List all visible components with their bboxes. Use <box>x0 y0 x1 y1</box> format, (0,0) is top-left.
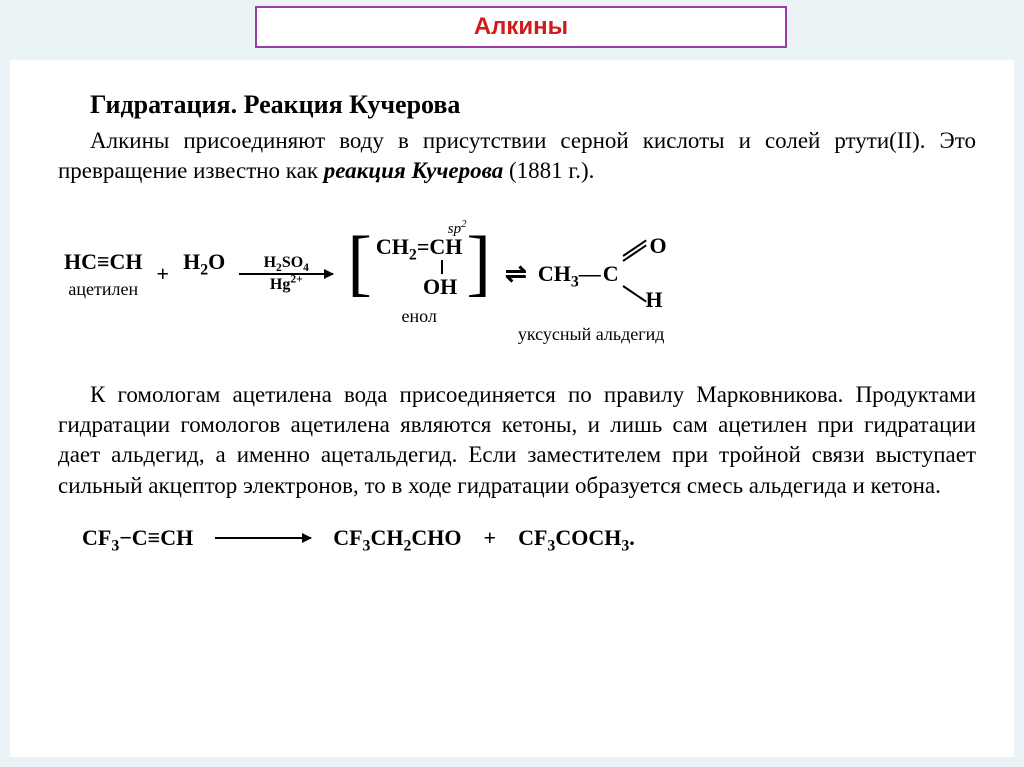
bracket-right: ] <box>466 238 491 290</box>
aldehyde-o: O <box>650 233 667 259</box>
equilibrium-arrow: ⇌ <box>505 259 524 289</box>
aldehyde-c: C <box>603 261 619 287</box>
reagent-water: H2O <box>183 249 225 300</box>
rxn2-product-2: CF3COCH3. <box>518 525 635 551</box>
aldehyde-ch3: CH3— <box>538 261 601 287</box>
content-card: Гидратация. Реакция Кучерова Алкины прис… <box>10 60 1014 757</box>
arrow-line <box>239 273 333 275</box>
reagent-acetylene: HC≡CH ацетилен <box>64 249 143 300</box>
reaction-1: HC≡CH ацетилен + H2O H2SO4 Hg2+ [ <box>64 221 976 328</box>
paragraph-1: Алкины присоединяют воду в присутствии с… <box>58 126 976 187</box>
reaction-arrow-2 <box>215 537 311 539</box>
rxn2-reagent: CF3−C≡CH <box>82 525 193 551</box>
enol-label: енол <box>401 306 436 326</box>
paragraph-2: К гомологам ацетилена вода присоединяетс… <box>58 380 976 501</box>
header-title: Алкины <box>474 13 568 41</box>
enol-bond-line <box>441 260 443 274</box>
enol-oh: OH <box>423 276 457 298</box>
arrow-top-catalyst: H2SO4 <box>264 255 309 271</box>
reaction-arrow-1: H2SO4 Hg2+ <box>239 255 333 293</box>
plus-sign-1: + <box>157 261 170 287</box>
acetylene-label: ацетилен <box>68 279 138 300</box>
enol-structure: sp2 CH2=CH OH <box>372 221 466 298</box>
enol-intermediate: [ sp2 CH2=CH OH ] енол <box>347 221 491 328</box>
aldehyde-bonds: O H <box>621 239 665 309</box>
water-formula: H2O <box>183 249 225 275</box>
enol-sp2-label: sp2 <box>448 221 467 238</box>
aldehyde-h: H <box>646 287 663 313</box>
para1-part-c: (1881 г.). <box>503 158 594 183</box>
plus-sign-2: + <box>484 525 497 551</box>
rxn2-product-1: CF3CH2CHO <box>333 525 461 551</box>
section-heading: Гидратация. Реакция Кучерова <box>58 90 976 120</box>
bracket-left: [ <box>347 238 372 290</box>
product-aldehyde: CH3— C O H уксусный альдегид <box>538 239 665 309</box>
arrow-bottom-catalyst: Hg2+ <box>270 277 303 293</box>
enol-chain: CH2=CH <box>376 236 462 258</box>
aldehyde-label: уксусный альдегид <box>518 324 665 345</box>
acetylene-formula: HC≡CH <box>64 249 143 275</box>
reaction-2: CF3−C≡CH CF3CH2CHO + CF3COCH3. <box>82 525 976 551</box>
header-title-box: Алкины <box>255 6 787 48</box>
para1-emphasis: реакция Кучерова <box>324 158 503 183</box>
